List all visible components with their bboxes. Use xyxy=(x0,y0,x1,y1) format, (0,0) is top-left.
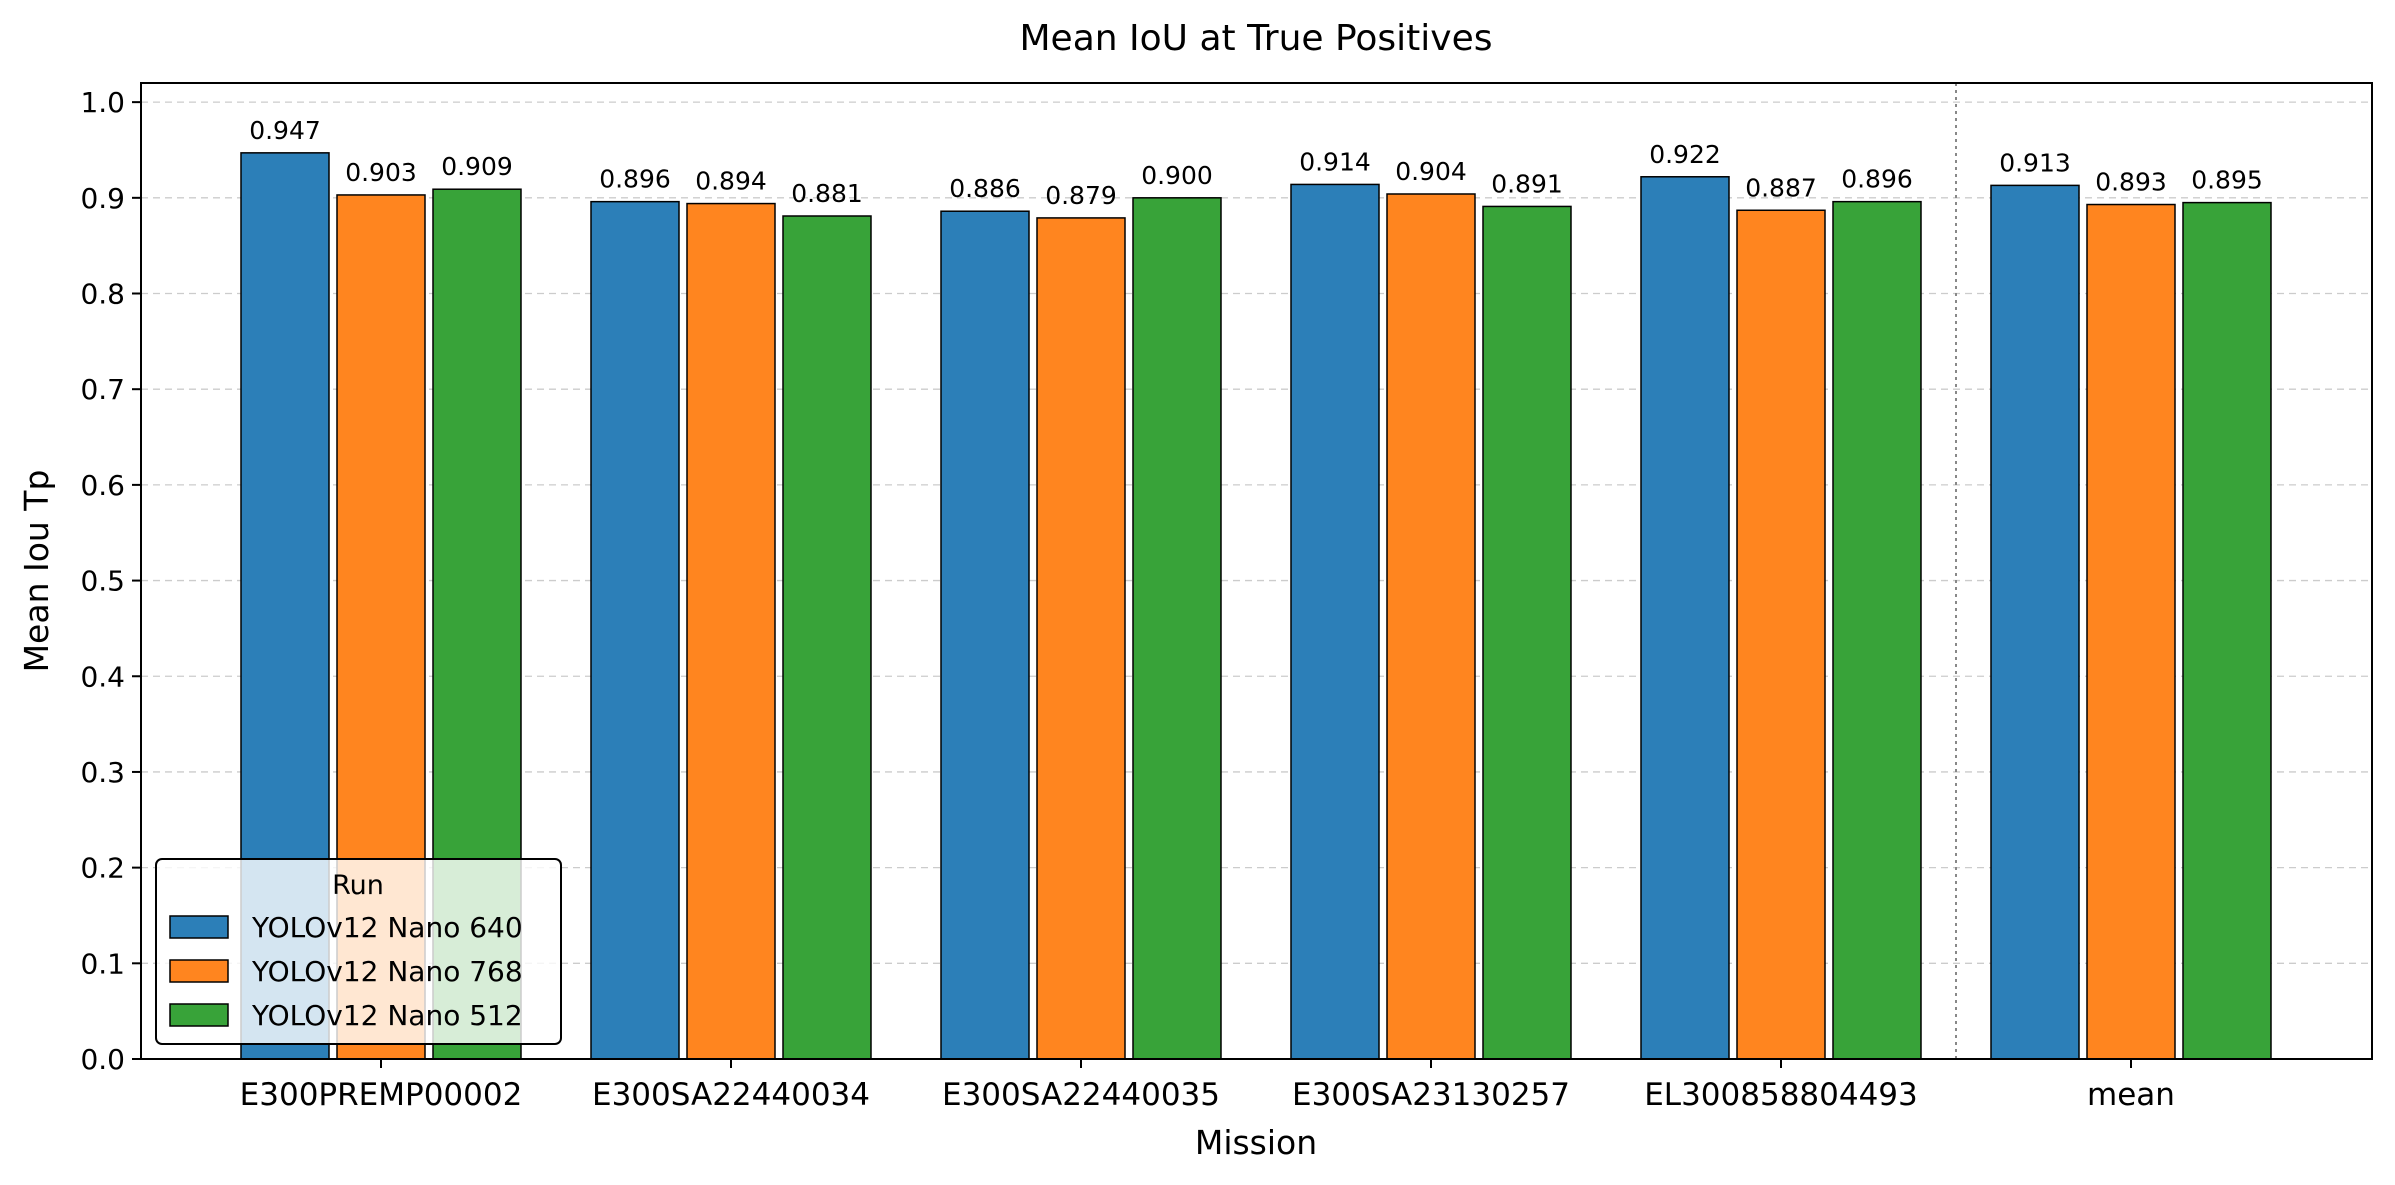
data-label: 0.909 xyxy=(441,152,513,181)
bar xyxy=(1482,205,1572,1060)
bar xyxy=(1290,183,1380,1060)
y-tick-label: 1.0 xyxy=(80,86,125,119)
x-tick-label: mean xyxy=(2087,1077,2175,1113)
data-labels: 0.947 0.903 0.909 0.896 0.894 0.881 0.886 0.879… xyxy=(249,116,2263,210)
bar xyxy=(2086,203,2176,1060)
y-tick-label: 0.2 xyxy=(80,852,125,885)
data-label: 0.887 xyxy=(1745,173,1817,202)
legend-title: Run xyxy=(332,870,384,901)
chart-title: Mean IoU at True Positives xyxy=(1019,18,1492,59)
data-label: 0.904 xyxy=(1395,157,1467,186)
bar xyxy=(1036,217,1126,1060)
y-tick-label: 0.8 xyxy=(80,278,125,311)
data-label: 0.893 xyxy=(2095,168,2167,197)
legend-swatch xyxy=(169,915,229,939)
legend-label: YOLOv12 Nano 640 xyxy=(251,911,523,944)
bar xyxy=(1640,176,1730,1060)
x-tick-label: EL300858804493 xyxy=(1644,1077,1918,1113)
data-label: 0.879 xyxy=(1045,181,1117,210)
y-tick-label: 0.4 xyxy=(80,660,125,693)
data-label: 0.894 xyxy=(695,167,767,196)
legend-label: YOLOv12 Nano 512 xyxy=(251,999,523,1032)
data-label: 0.891 xyxy=(1491,169,1563,198)
x-tick-label: E300SA22440035 xyxy=(942,1077,1220,1113)
x-tick-label: E300PREMP00002 xyxy=(240,1077,523,1113)
y-axis-ticks: 0.0 0.1 0.2 0.3 0.4 0.5 0.6 0.7 0.8 0.9 1.0 xyxy=(80,86,141,1076)
legend-box xyxy=(155,858,562,1045)
x-axis-ticks: E300PREMP00002 E300SA22440034 E300SA224400… xyxy=(240,1059,2175,1113)
data-label: 0.900 xyxy=(1141,161,1213,190)
bar xyxy=(1386,193,1476,1060)
data-label: 0.886 xyxy=(949,174,1021,203)
bar xyxy=(940,210,1030,1060)
data-label: 0.913 xyxy=(1999,148,2071,177)
bar xyxy=(686,202,776,1060)
plot-frame xyxy=(140,82,2373,1060)
bar xyxy=(1990,184,2080,1060)
legend-swatch xyxy=(169,1003,229,1027)
bar xyxy=(590,200,680,1060)
bar xyxy=(782,215,872,1060)
y-tick-label: 0.5 xyxy=(80,565,125,598)
legend-label: YOLOv12 Nano 768 xyxy=(251,955,523,988)
bar xyxy=(1132,197,1222,1060)
data-label: 0.922 xyxy=(1649,140,1721,169)
data-label: 0.881 xyxy=(791,179,863,208)
bar xyxy=(2182,201,2272,1060)
y-axis-label: Mean Iou Tp xyxy=(17,470,56,673)
data-label: 0.896 xyxy=(1841,165,1913,194)
y-tick-label: 0.3 xyxy=(80,756,125,789)
y-tick-label: 0.0 xyxy=(80,1043,125,1076)
bar xyxy=(1832,200,1922,1060)
data-label: 0.896 xyxy=(599,165,671,194)
x-tick-label: E300SA23130257 xyxy=(1292,1077,1570,1113)
legend-entries: YOLOv12 Nano 640 YOLOv12 Nano 768 YOLOv12 … xyxy=(169,911,523,1032)
x-tick-label: E300SA22440034 xyxy=(592,1077,870,1113)
y-tick-label: 0.6 xyxy=(80,469,125,502)
y-tick-label: 0.1 xyxy=(80,947,125,980)
x-axis-label: Mission xyxy=(1195,1123,1317,1162)
data-label: 0.947 xyxy=(249,116,321,145)
legend-swatch xyxy=(169,959,229,983)
bar xyxy=(1736,209,1826,1060)
data-label: 0.914 xyxy=(1299,147,1371,176)
y-tick-label: 0.7 xyxy=(80,373,125,406)
data-label: 0.895 xyxy=(2191,166,2263,195)
data-label: 0.903 xyxy=(345,158,417,187)
y-tick-label: 0.9 xyxy=(80,182,125,215)
